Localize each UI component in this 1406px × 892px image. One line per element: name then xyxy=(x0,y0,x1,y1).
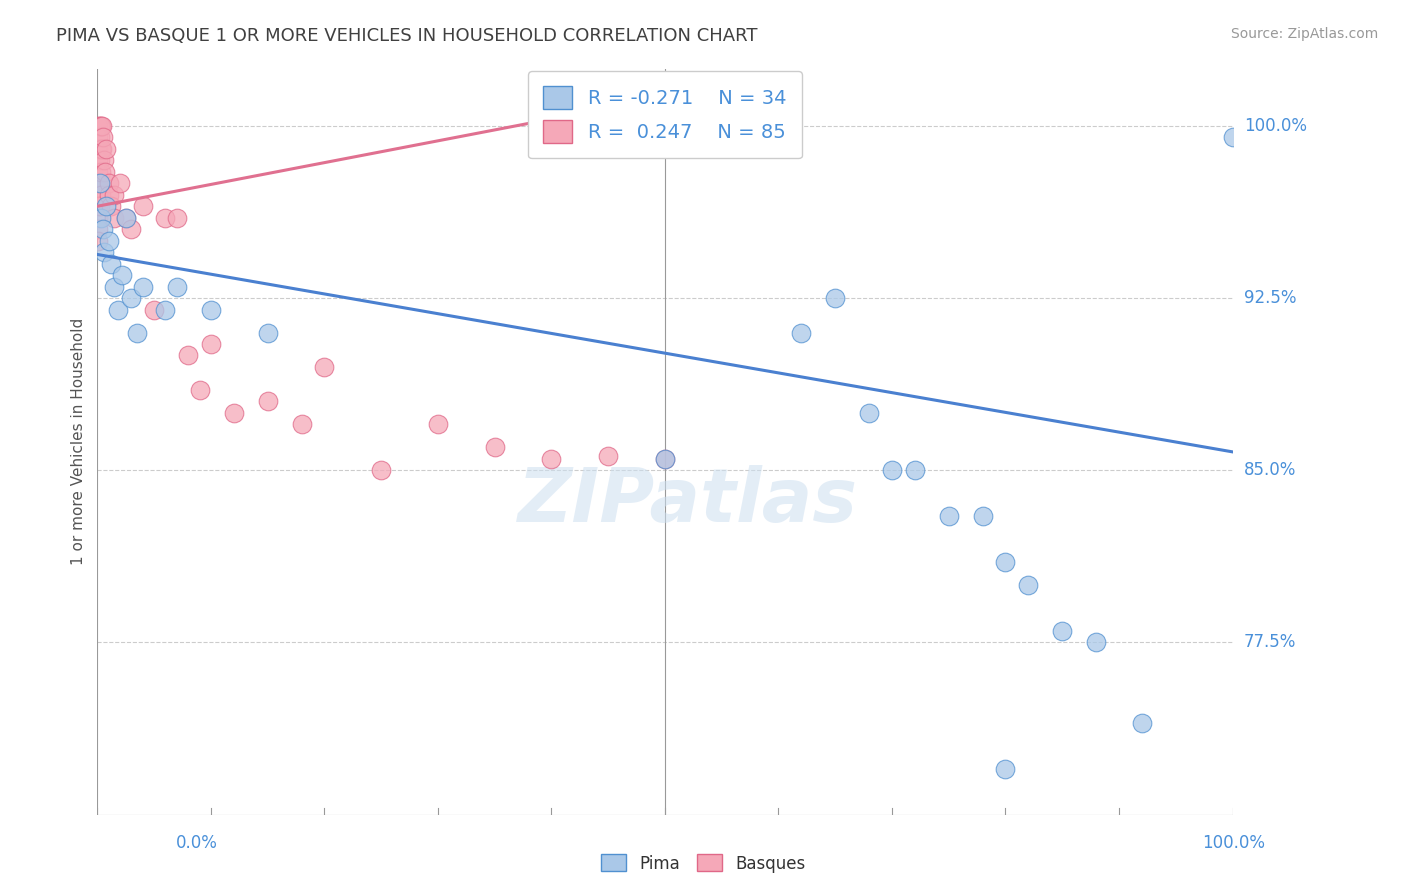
Point xyxy=(100,257,122,271)
Point xyxy=(1052,624,1074,638)
Point xyxy=(87,234,110,248)
Point xyxy=(87,199,110,213)
Point xyxy=(880,463,903,477)
Point xyxy=(598,450,620,464)
Point xyxy=(994,555,1017,569)
Point xyxy=(103,187,125,202)
Point xyxy=(824,291,846,305)
Text: 85.0%: 85.0% xyxy=(1244,461,1296,479)
Point xyxy=(93,245,115,260)
Point xyxy=(1222,130,1244,145)
Point xyxy=(87,153,110,168)
Point xyxy=(125,326,148,340)
Point xyxy=(166,279,188,293)
Point xyxy=(256,394,278,409)
Point xyxy=(654,451,676,466)
Point xyxy=(87,130,110,145)
Point xyxy=(87,176,110,190)
Point xyxy=(90,187,112,202)
Text: 100.0%: 100.0% xyxy=(1202,834,1265,852)
Point xyxy=(97,176,120,190)
Point xyxy=(91,222,114,236)
Point xyxy=(87,187,110,202)
Legend: R = -0.271    N = 34, R =  0.247    N = 85: R = -0.271 N = 34, R = 0.247 N = 85 xyxy=(527,70,801,159)
Point xyxy=(89,153,111,168)
Point xyxy=(91,130,114,145)
Text: 77.5%: 77.5% xyxy=(1244,633,1296,651)
Legend: Pima, Basques: Pima, Basques xyxy=(595,847,811,880)
Point xyxy=(87,119,110,133)
Point xyxy=(938,509,960,524)
Point xyxy=(1085,635,1108,649)
Point xyxy=(222,406,245,420)
Point xyxy=(93,153,115,168)
Point xyxy=(155,211,177,225)
Point xyxy=(114,211,136,225)
Text: PIMA VS BASQUE 1 OR MORE VEHICLES IN HOUSEHOLD CORRELATION CHART: PIMA VS BASQUE 1 OR MORE VEHICLES IN HOU… xyxy=(56,27,758,45)
Point xyxy=(132,279,155,293)
Point xyxy=(97,234,120,248)
Point xyxy=(89,176,111,190)
Point xyxy=(89,130,111,145)
Point xyxy=(107,302,129,317)
Point xyxy=(87,222,110,236)
Point xyxy=(96,199,118,213)
Point xyxy=(858,406,880,420)
Point xyxy=(94,165,117,179)
Point xyxy=(103,211,125,225)
Point xyxy=(96,142,118,156)
Point xyxy=(108,176,131,190)
Y-axis label: 1 or more Vehicles in Household: 1 or more Vehicles in Household xyxy=(72,318,86,566)
Point xyxy=(177,348,200,362)
Point xyxy=(87,165,110,179)
Point xyxy=(132,199,155,213)
Point xyxy=(200,337,222,351)
Text: ZIPatlas: ZIPatlas xyxy=(517,465,858,538)
Point xyxy=(87,142,110,156)
Point xyxy=(89,176,111,190)
Point xyxy=(1130,715,1153,730)
Point xyxy=(97,187,120,202)
Point xyxy=(972,509,994,524)
Point xyxy=(89,119,111,133)
Point xyxy=(143,302,166,317)
Point xyxy=(314,359,336,374)
Point xyxy=(86,142,108,156)
Point xyxy=(426,417,449,432)
Text: 92.5%: 92.5% xyxy=(1244,289,1296,307)
Point xyxy=(370,463,392,477)
Point xyxy=(103,279,125,293)
Point xyxy=(256,326,278,340)
Text: Source: ZipAtlas.com: Source: ZipAtlas.com xyxy=(1230,27,1378,41)
Point xyxy=(1017,578,1039,592)
Point xyxy=(90,119,112,133)
Point xyxy=(100,199,122,213)
Point xyxy=(89,199,111,213)
Point xyxy=(790,326,813,340)
Point xyxy=(188,383,211,397)
Point xyxy=(166,211,188,225)
Point xyxy=(90,165,112,179)
Point xyxy=(111,268,134,282)
Point xyxy=(904,463,927,477)
Point xyxy=(484,440,506,454)
Text: 100.0%: 100.0% xyxy=(1244,117,1306,135)
Point xyxy=(994,762,1017,776)
Point xyxy=(90,142,112,156)
Point xyxy=(87,211,110,225)
Point xyxy=(200,302,222,317)
Point xyxy=(90,119,112,133)
Point xyxy=(120,291,142,305)
Text: 0.0%: 0.0% xyxy=(176,834,218,852)
Point xyxy=(120,222,142,236)
Point xyxy=(90,211,112,225)
Point xyxy=(114,211,136,225)
Point xyxy=(291,417,314,432)
Point xyxy=(654,451,676,466)
Point xyxy=(90,142,112,156)
Point xyxy=(540,451,562,466)
Point xyxy=(155,302,177,317)
